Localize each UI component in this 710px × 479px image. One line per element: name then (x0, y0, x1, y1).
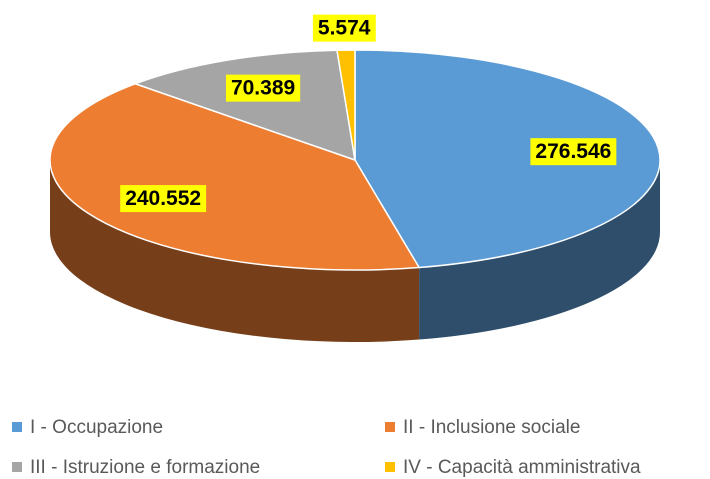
legend-label: IV - Capacità amministrativa (403, 457, 641, 478)
legend-label: III - Istruzione e formazione (30, 457, 260, 478)
slice (354, 49, 661, 269)
legend-swatch (385, 422, 395, 432)
legend-swatch (12, 462, 22, 472)
value-label-bg (225, 74, 301, 102)
value-label-bg (530, 138, 617, 166)
legend-swatch (12, 422, 22, 432)
value-label: 5.574 (312, 14, 376, 42)
value-label-text: 5.574 (318, 17, 371, 40)
slice-side (419, 160, 660, 340)
value-label: 240.552 (120, 185, 207, 213)
value-label-bg (120, 185, 207, 213)
slice-side (50, 160, 420, 342)
slice (49, 82, 421, 271)
value-label: 70.389 (225, 74, 301, 102)
legend-label: II - Inclusione sociale (403, 417, 580, 438)
value-label-bg (312, 14, 376, 42)
value-label: 276.546 (530, 138, 617, 166)
value-label-text: 276.546 (535, 140, 611, 163)
legend-swatch (385, 462, 395, 472)
value-label-text: 240.552 (125, 187, 201, 210)
legend-label: I - Occupazione (30, 417, 163, 438)
value-label-text: 70.389 (231, 77, 295, 100)
slice (336, 49, 356, 161)
